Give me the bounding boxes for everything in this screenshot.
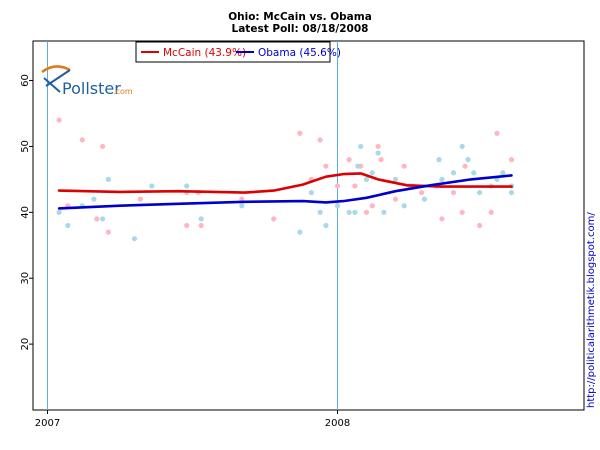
obama-poll-point <box>392 176 399 182</box>
chart-title: Ohio: McCain vs. Obama <box>228 11 372 23</box>
obama-poll-point <box>352 209 358 215</box>
pollster-swoosh-icon <box>41 65 71 93</box>
obama-poll-point <box>471 170 477 176</box>
obama-poll-point <box>100 216 106 222</box>
x-tick-label: 2007 <box>35 418 60 429</box>
obama-poll-point <box>149 183 155 189</box>
obama-poll-point <box>131 236 138 242</box>
obama-poll-point <box>184 183 190 189</box>
obama-poll-point <box>358 143 364 150</box>
obama-poll-point <box>105 176 111 182</box>
mccain-poll-point <box>450 189 457 196</box>
obama-poll-point <box>508 189 515 196</box>
mccain-poll-point <box>508 157 515 163</box>
mccain-poll-point <box>378 157 384 163</box>
obama-poll-point <box>198 216 204 222</box>
obama-poll-point <box>363 176 370 182</box>
y-tick-label: 60 <box>20 74 31 87</box>
obama-poll-point <box>317 209 323 215</box>
y-tick-label: 30 <box>20 272 31 285</box>
pollster-logo: Pollster .com <box>41 65 133 98</box>
mccain-poll-point <box>94 216 100 222</box>
obama-poll-point <box>401 203 407 209</box>
mccain-poll-point <box>184 222 190 229</box>
obama-poll-point <box>369 170 375 176</box>
mccain-poll-point <box>459 209 465 215</box>
credit-url: http://politicalarithmetik.blogspot.com/ <box>586 212 597 408</box>
legend-mccain-label: McCain (43.9%) <box>163 47 246 59</box>
mccain-poll-point <box>488 209 494 215</box>
mccain-poll-point <box>375 143 381 150</box>
obama-poll-point <box>297 229 303 235</box>
obama-poll-point <box>500 170 506 176</box>
mccain-poll-point <box>439 216 445 222</box>
obama-poll-point <box>65 222 71 229</box>
mccain-trend-line <box>57 172 513 194</box>
y-tick-label: 50 <box>20 140 31 153</box>
legend-box <box>135 41 331 63</box>
pollster-logo-suffix: .com <box>113 87 133 96</box>
mccain-poll-point <box>392 196 399 202</box>
obama-poll-point <box>334 203 341 209</box>
mccain-poll-point <box>369 203 375 209</box>
obama-poll-point <box>323 222 329 229</box>
obama-poll-point <box>450 170 457 176</box>
mccain-poll-point <box>494 130 500 136</box>
obama-trend-line <box>57 174 513 210</box>
obama-poll-point <box>477 189 483 196</box>
mccain-poll-point <box>323 163 329 169</box>
obama-poll-point <box>459 143 465 150</box>
obama-poll-point <box>375 150 381 156</box>
obama-poll-point <box>421 196 428 202</box>
mccain-poll-point <box>79 137 85 143</box>
obama-poll-point <box>91 196 97 202</box>
legend: McCain (43.9%) Obama (45.6%) <box>135 41 341 63</box>
y-tick-label: 40 <box>20 206 31 219</box>
mccain-poll-point <box>334 183 341 189</box>
mccain-poll-point <box>105 229 111 235</box>
plot-frame <box>32 40 585 411</box>
mccain-poll-point <box>317 137 323 143</box>
obama-poll-point <box>465 157 471 163</box>
obama-poll-point <box>239 203 245 209</box>
mccain-poll-point <box>137 196 143 202</box>
mccain-poll-point <box>462 163 468 169</box>
obama-poll-point <box>355 163 361 169</box>
mccain-poll-point <box>363 209 370 215</box>
mccain-poll-point <box>198 222 204 229</box>
mccain-poll-points <box>56 117 515 235</box>
mccain-poll-point <box>56 117 62 123</box>
mccain-poll-point <box>297 130 303 136</box>
mccain-poll-point <box>100 143 106 150</box>
mccain-poll-point <box>419 189 425 196</box>
mccain-poll-point <box>346 157 352 163</box>
obama-poll-point <box>381 209 387 215</box>
plot-area: 20 30 40 50 60 2007 2008 <box>20 40 585 429</box>
obama-poll-point <box>436 157 442 163</box>
obama-poll-point <box>346 209 352 215</box>
y-tick-label: 20 <box>20 338 31 351</box>
mccain-poll-point <box>401 163 407 169</box>
obama-poll-point <box>439 176 445 182</box>
mccain-poll-point <box>271 216 277 222</box>
chart-subtitle: Latest Poll: 08/18/2008 <box>232 23 369 35</box>
obama-poll-point <box>308 189 314 196</box>
legend-obama-label: Obama (45.6%) <box>258 47 341 59</box>
mccain-poll-point <box>352 183 358 189</box>
mccain-poll-point <box>477 222 483 229</box>
x-tick-label: 2008 <box>325 418 350 429</box>
obama-poll-point <box>56 209 62 215</box>
mccain-poll-point <box>239 196 245 202</box>
pollster-logo-text: Pollster <box>62 79 121 98</box>
